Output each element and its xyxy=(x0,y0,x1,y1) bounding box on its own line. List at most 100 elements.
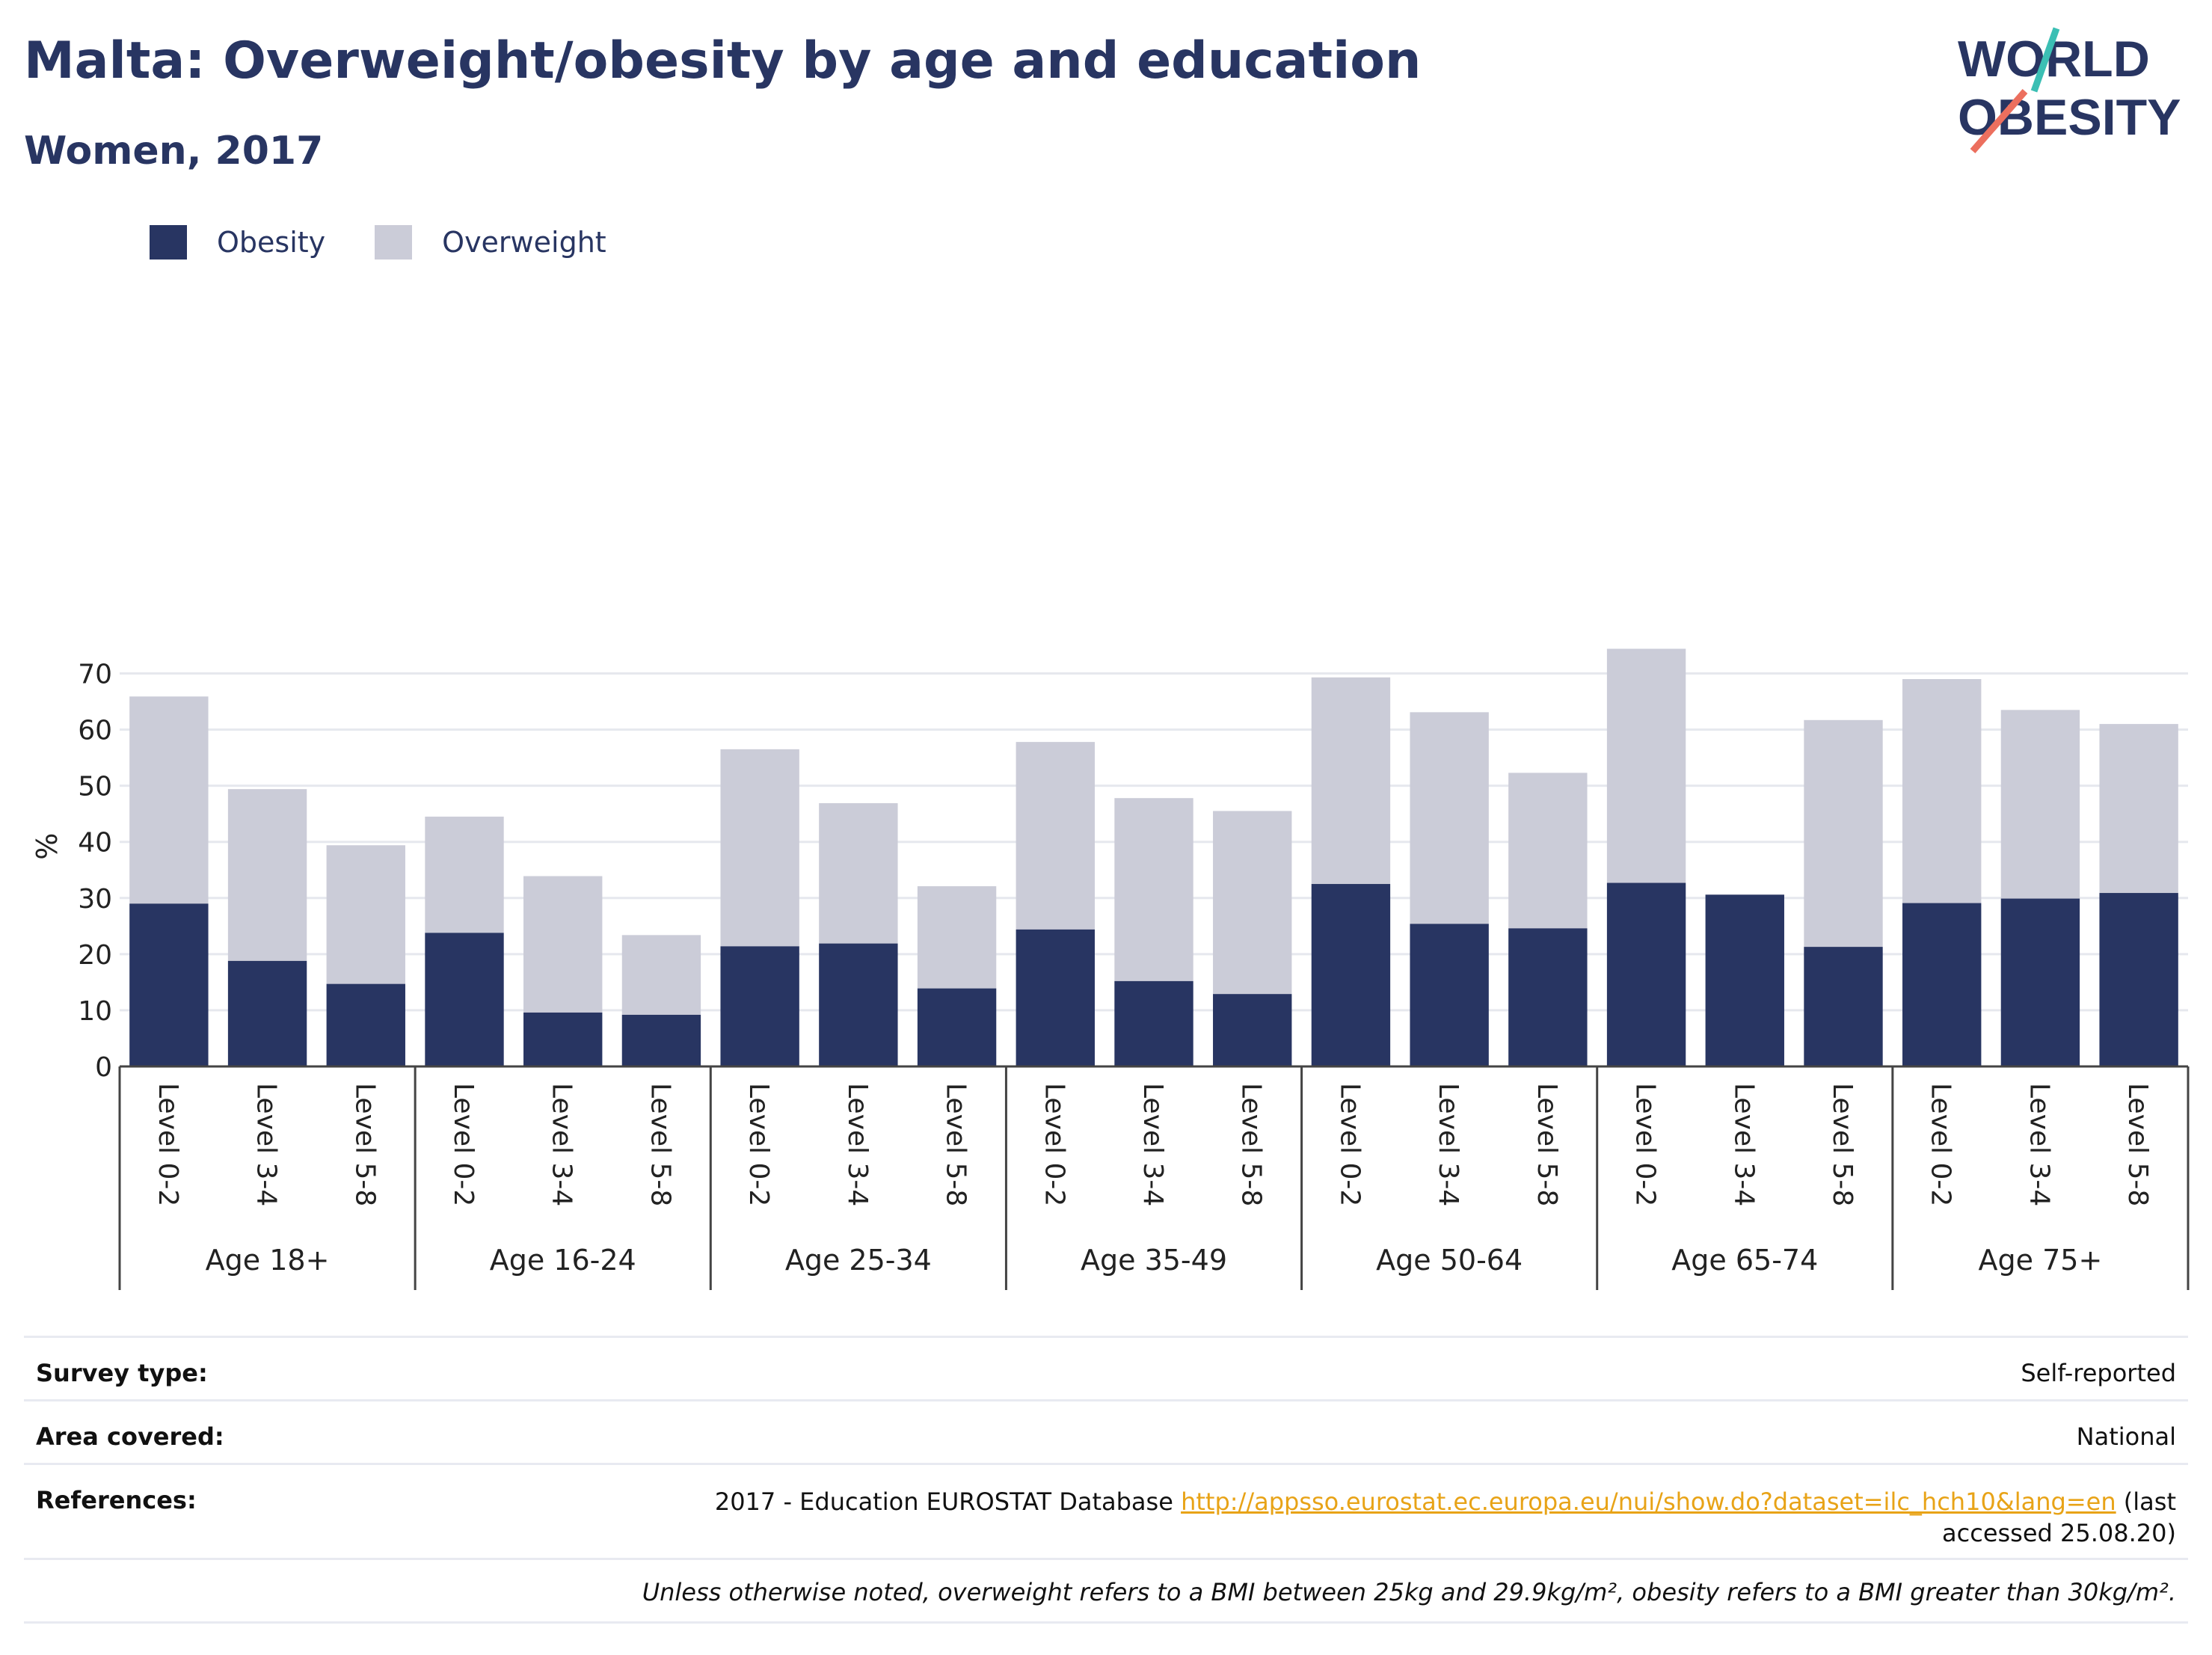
references-link[interactable]: http://appsso.eurostat.ec.europa.eu/nui/… xyxy=(1181,1487,2116,1516)
bar-overweight xyxy=(326,845,405,984)
bar-overweight xyxy=(1606,648,1686,883)
legend-swatch-overweight xyxy=(375,225,413,260)
x-tick-label-level: Level 5-8 xyxy=(1827,1083,1858,1206)
bar-overweight xyxy=(1114,798,1193,981)
bar-obesity xyxy=(1804,947,1883,1066)
info-row-area-covered: Area covered: National xyxy=(24,1399,2188,1463)
page-subtitle: Women, 2017 xyxy=(24,129,324,174)
bar-obesity xyxy=(129,903,209,1066)
info-row-references: References: 2017 - Education EUROSTAT Da… xyxy=(24,1463,2188,1558)
bar-overweight xyxy=(1016,742,1095,930)
y-tick-label: 30 xyxy=(78,884,112,915)
stacked-bar-chart: 0 10 20 30 40 50 60 70% Level 0-2 Level 3-4 Level … xyxy=(31,648,2190,1290)
info-row-footnote: Unless otherwise noted, overweight refer… xyxy=(24,1558,2188,1624)
bar-obesity xyxy=(720,946,799,1066)
bar-obesity xyxy=(2099,893,2178,1066)
x-group-label: Age 50-64 xyxy=(1376,1244,1523,1277)
x-tick-label-level: Level 5-8 xyxy=(1236,1083,1267,1206)
bar-overweight xyxy=(227,789,307,961)
x-tick-label-level: Level 0-2 xyxy=(1926,1083,1956,1206)
x-tick-label-level: Level 3-4 xyxy=(547,1083,577,1206)
references-suffix: (last accessed 25.08.20) xyxy=(1942,1487,2176,1547)
x-tick-label-level: Level 3-4 xyxy=(1433,1083,1463,1206)
bar-overweight xyxy=(523,876,603,1013)
bar-overweight xyxy=(425,816,504,933)
bar-overweight xyxy=(720,749,799,947)
bar-obesity xyxy=(425,933,504,1066)
y-tick-label: 40 xyxy=(78,828,112,859)
references-prefix: 2017 - Education EUROSTAT Database xyxy=(714,1487,1173,1516)
bar-obesity xyxy=(523,1012,603,1066)
bar-overweight xyxy=(1508,773,1588,929)
y-tick-label: 70 xyxy=(78,660,112,690)
x-group-label: Age 16-24 xyxy=(490,1244,636,1277)
bar-obesity xyxy=(326,983,405,1066)
logo-text-obesity: OBESITY xyxy=(1958,89,2181,146)
legend-swatch-obesity xyxy=(150,225,187,260)
area-covered-value: National xyxy=(2076,1422,2176,1451)
x-tick-label-level: Level 5-8 xyxy=(941,1083,971,1206)
bar-overweight xyxy=(1410,712,1489,924)
bar-obesity xyxy=(1606,882,1686,1066)
legend-label-obesity: Obesity xyxy=(217,226,326,259)
x-group-label: Age 35-49 xyxy=(1081,1244,1227,1277)
bar-obesity xyxy=(1508,928,1588,1066)
y-tick-label: 10 xyxy=(78,996,112,1027)
bar-obesity xyxy=(1902,903,1982,1066)
y-tick-label: 20 xyxy=(78,940,112,971)
bar-overweight xyxy=(1902,679,1982,903)
x-group-label: Age 18+ xyxy=(206,1244,330,1277)
bar-obesity xyxy=(227,960,307,1066)
x-tick-label-level: Level 0-2 xyxy=(448,1083,479,1206)
bar-overweight xyxy=(1804,719,1883,948)
bar-obesity xyxy=(1705,894,1784,1066)
survey-type-label: Survey type: xyxy=(36,1359,208,1387)
bar-obesity xyxy=(1016,929,1095,1066)
y-tick-label: 0 xyxy=(95,1052,112,1083)
x-tick-label-level: Level 0-2 xyxy=(1334,1083,1365,1206)
bar-obesity xyxy=(917,988,997,1066)
chart-legend: Obesity Overweight xyxy=(150,221,656,263)
x-tick-label-level: Level 0-2 xyxy=(743,1083,774,1206)
x-tick-label-level: Level 0-2 xyxy=(1039,1083,1069,1206)
bar-overweight xyxy=(819,802,898,944)
page-title: Malta: Overweight/obesity by age and edu… xyxy=(24,31,1422,90)
area-covered-label: Area covered: xyxy=(36,1422,224,1451)
bar-overweight xyxy=(1311,677,1391,885)
bar-obesity xyxy=(1311,884,1391,1066)
x-tick-label-level: Level 3-4 xyxy=(842,1083,873,1206)
info-row-survey-type: Survey type: Self-reported xyxy=(24,1336,2188,1399)
x-tick-label-level: Level 5-8 xyxy=(1531,1083,1562,1206)
bar-overweight xyxy=(917,886,997,989)
footnote-text: Unless otherwise noted, overweight refer… xyxy=(642,1578,2176,1606)
x-group-label: Age 65-74 xyxy=(1671,1244,1818,1277)
bar-obesity xyxy=(819,943,898,1066)
references-label: References: xyxy=(36,1486,197,1514)
x-group-label: Age 25-34 xyxy=(785,1244,932,1277)
bar-obesity xyxy=(2000,898,2080,1066)
x-tick-label-level: Level 3-4 xyxy=(1137,1083,1168,1206)
info-table: Survey type: Self-reported Area covered:… xyxy=(24,1336,2188,1624)
x-tick-label-level: Level 0-2 xyxy=(1630,1083,1661,1206)
y-tick-label: 60 xyxy=(78,716,112,746)
bar-obesity xyxy=(1114,980,1193,1066)
bar-obesity xyxy=(1213,994,1292,1066)
y-axis-label: % xyxy=(31,833,64,860)
bar-obesity xyxy=(1410,924,1489,1066)
bar-overweight xyxy=(2000,710,2080,899)
y-tick-label: 50 xyxy=(78,772,112,802)
x-tick-label-level: Level 0-2 xyxy=(153,1083,183,1206)
x-tick-label-level: Level 5-8 xyxy=(645,1083,675,1206)
x-tick-label-level: Level 3-4 xyxy=(1728,1083,1759,1206)
x-tick-label-level: Level 5-8 xyxy=(349,1083,380,1206)
x-tick-label-level: Level 5-8 xyxy=(2122,1083,2153,1206)
bar-overweight xyxy=(129,696,209,904)
logo-slash-teal xyxy=(2030,27,2060,93)
bar-overweight xyxy=(621,935,701,1015)
x-tick-label-level: Level 3-4 xyxy=(251,1083,282,1206)
world-obesity-logo: WORLD OBESITY xyxy=(1958,27,2181,153)
x-group-label: Age 75+ xyxy=(1979,1244,2103,1277)
references-value: 2017 - Education EUROSTAT Database http:… xyxy=(606,1486,2176,1549)
bar-overweight xyxy=(2099,724,2178,894)
bar-overweight xyxy=(1213,811,1292,995)
